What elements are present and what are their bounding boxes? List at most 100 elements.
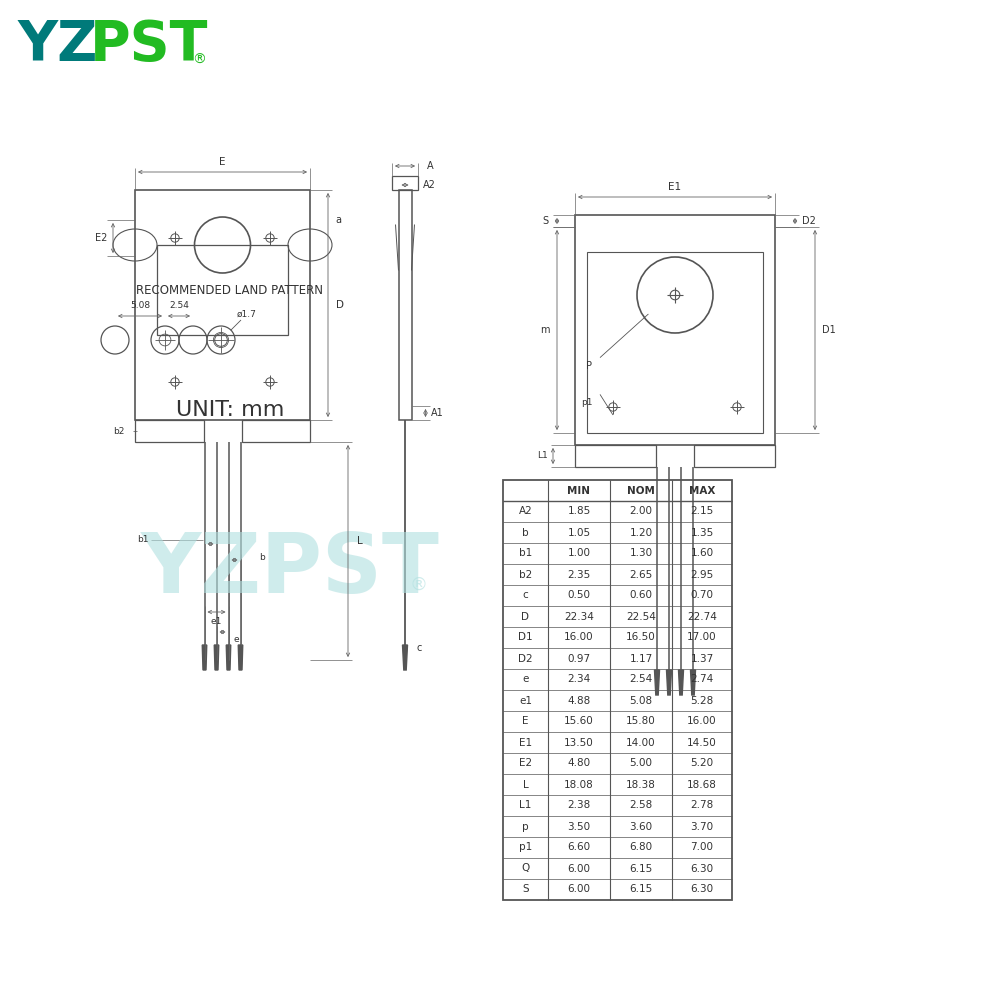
Text: b: b — [522, 528, 529, 538]
Text: 17.00: 17.00 — [687, 633, 717, 643]
Bar — [242, 420, 310, 442]
Polygon shape — [226, 645, 231, 670]
Text: 1.60: 1.60 — [690, 548, 714, 558]
Text: UNIT: mm: UNIT: mm — [176, 400, 284, 420]
Text: 5.20: 5.20 — [690, 758, 714, 768]
Polygon shape — [678, 670, 684, 695]
Text: 1.30: 1.30 — [629, 548, 653, 558]
Text: D2: D2 — [802, 216, 816, 226]
Text: D: D — [522, 611, 530, 621]
Text: 1.35: 1.35 — [690, 528, 714, 538]
Polygon shape — [402, 645, 408, 670]
Text: e: e — [522, 674, 529, 684]
Text: E: E — [219, 157, 226, 167]
Text: 6.30: 6.30 — [690, 863, 714, 874]
Bar — [157, 245, 288, 335]
Text: YZ: YZ — [18, 18, 98, 72]
Text: 2.54: 2.54 — [169, 302, 189, 310]
Text: 13.50: 13.50 — [564, 738, 594, 748]
Text: 5.00: 5.00 — [630, 758, 652, 768]
Text: b1: b1 — [138, 536, 149, 544]
Text: 6.00: 6.00 — [568, 884, 590, 894]
Text: 2.38: 2.38 — [567, 800, 591, 810]
Polygon shape — [214, 645, 219, 670]
Polygon shape — [238, 645, 243, 670]
Text: 2.65: 2.65 — [629, 570, 653, 580]
Text: p: p — [522, 822, 529, 832]
Text: 5.08: 5.08 — [629, 696, 653, 706]
Bar — [503, 480, 732, 900]
Text: 16.50: 16.50 — [626, 633, 656, 643]
Text: 0.50: 0.50 — [568, 590, 590, 600]
Text: A: A — [427, 161, 433, 171]
Text: p1: p1 — [519, 842, 532, 852]
Text: 1.85: 1.85 — [567, 506, 591, 516]
Text: c: c — [523, 590, 528, 600]
Text: D2: D2 — [518, 654, 533, 664]
Text: 22.74: 22.74 — [687, 611, 717, 621]
Text: NOM: NOM — [627, 486, 655, 495]
Text: 2.00: 2.00 — [630, 506, 652, 516]
Text: 6.30: 6.30 — [690, 884, 714, 894]
Text: ø1.7: ø1.7 — [237, 310, 257, 318]
Text: 7.00: 7.00 — [690, 842, 714, 852]
Polygon shape — [666, 670, 672, 695]
Text: D: D — [336, 300, 344, 310]
Text: 2.78: 2.78 — [690, 800, 714, 810]
Text: 3.50: 3.50 — [567, 822, 591, 832]
Text: S: S — [542, 216, 548, 226]
Text: D1: D1 — [518, 633, 533, 643]
Text: 14.00: 14.00 — [626, 738, 656, 748]
Text: m: m — [540, 325, 550, 335]
Text: L1: L1 — [519, 800, 532, 810]
Text: c: c — [416, 643, 422, 653]
Text: e1: e1 — [519, 696, 532, 706]
Bar — [587, 252, 763, 433]
Text: 16.00: 16.00 — [687, 716, 717, 726]
Text: 3.60: 3.60 — [629, 822, 653, 832]
Text: L: L — [357, 536, 363, 546]
Text: 6.80: 6.80 — [629, 842, 653, 852]
Text: 15.60: 15.60 — [564, 716, 594, 726]
Text: ®: ® — [410, 576, 428, 594]
Text: p1: p1 — [581, 398, 593, 407]
Text: 6.60: 6.60 — [567, 842, 591, 852]
Text: 1.37: 1.37 — [690, 654, 714, 664]
Text: a: a — [335, 215, 341, 225]
Bar — [398, 190, 412, 420]
Text: 5.08: 5.08 — [130, 302, 150, 310]
Text: RECOMMENDED LAND PATTERN: RECOMMENDED LAND PATTERN — [136, 284, 324, 296]
Text: E2: E2 — [519, 758, 532, 768]
Text: b2: b2 — [519, 570, 532, 580]
Text: 6.15: 6.15 — [629, 863, 653, 874]
Text: 2.35: 2.35 — [567, 570, 591, 580]
Text: 5.28: 5.28 — [690, 696, 714, 706]
Text: L1: L1 — [538, 452, 548, 460]
Text: 3.70: 3.70 — [690, 822, 714, 832]
Text: 2.34: 2.34 — [567, 674, 591, 684]
Text: 6.15: 6.15 — [629, 884, 653, 894]
Text: D1: D1 — [822, 325, 836, 335]
Text: 4.80: 4.80 — [567, 758, 591, 768]
Text: 2.58: 2.58 — [629, 800, 653, 810]
Text: b: b — [260, 554, 265, 562]
Text: E1: E1 — [519, 738, 532, 748]
Text: b1: b1 — [519, 548, 532, 558]
Text: 0.97: 0.97 — [567, 654, 591, 664]
Text: 22.34: 22.34 — [564, 611, 594, 621]
Text: 2.95: 2.95 — [690, 570, 714, 580]
Bar — [135, 420, 204, 442]
Text: 0.70: 0.70 — [690, 590, 714, 600]
Text: 18.08: 18.08 — [564, 780, 594, 790]
Text: PST: PST — [90, 18, 208, 72]
Polygon shape — [690, 670, 696, 695]
Text: 14.50: 14.50 — [687, 738, 717, 748]
Text: e1: e1 — [211, 616, 222, 626]
Text: A2: A2 — [519, 506, 532, 516]
Text: 2.74: 2.74 — [690, 674, 714, 684]
Text: YZPST: YZPST — [141, 530, 439, 610]
Text: 18.68: 18.68 — [687, 780, 717, 790]
Bar — [694, 445, 775, 467]
Text: 0.60: 0.60 — [630, 590, 652, 600]
Text: E: E — [522, 716, 529, 726]
